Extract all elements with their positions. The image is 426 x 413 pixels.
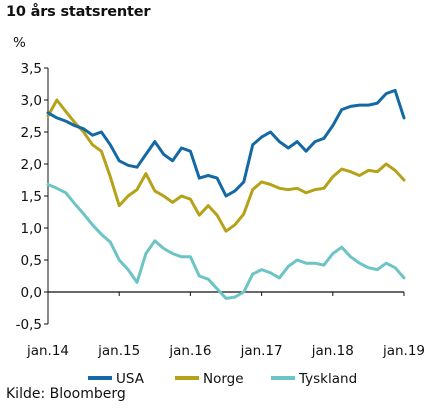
x-tick-label: jan.17 [240,343,283,359]
series-line-tyskland [46,183,406,300]
y-tick-label: 3,0 [21,93,42,109]
x-tick-label: jan.15 [97,343,140,359]
legend-label-tyskland: Tyskland [298,371,357,387]
x-tick-label: jan.18 [311,343,354,359]
x-tick-label: jan.16 [168,343,211,359]
y-tick-label: -0,5 [16,317,42,333]
y-tick-label: 1,5 [21,189,42,205]
legend: USA Norge Tyskland [88,371,357,387]
y-tick-label: 0,0 [21,285,42,301]
x-tick-label: jan.19 [382,343,425,359]
series-lines [46,88,406,300]
source-note: Kilde: Bloomberg [6,386,126,402]
y-tick-label: 0,5 [21,253,42,269]
y-tick-label: 1,0 [21,221,42,237]
y-tick-label: 3,5 [21,61,42,77]
series-line-norge [46,98,406,233]
legend-label-usa: USA [116,371,145,387]
y-axis-unit-label: % [13,35,26,51]
chart-title: 10 års statsrenter [6,4,151,20]
y-tick-labels: -0,5 0,0 0,5 1,0 1,5 2,0 2,5 3,0 3,5 [16,61,48,333]
series-line-usa [46,88,406,198]
x-tick-label: jan.14 [26,343,69,359]
legend-label-norge: Norge [203,371,244,387]
y-tick-label: 2,0 [21,157,42,173]
x-tick-labels: jan.14 jan.15 jan.16 jan.17 jan.18 jan.19 [26,292,425,359]
y-tick-label: 2,5 [21,125,42,141]
